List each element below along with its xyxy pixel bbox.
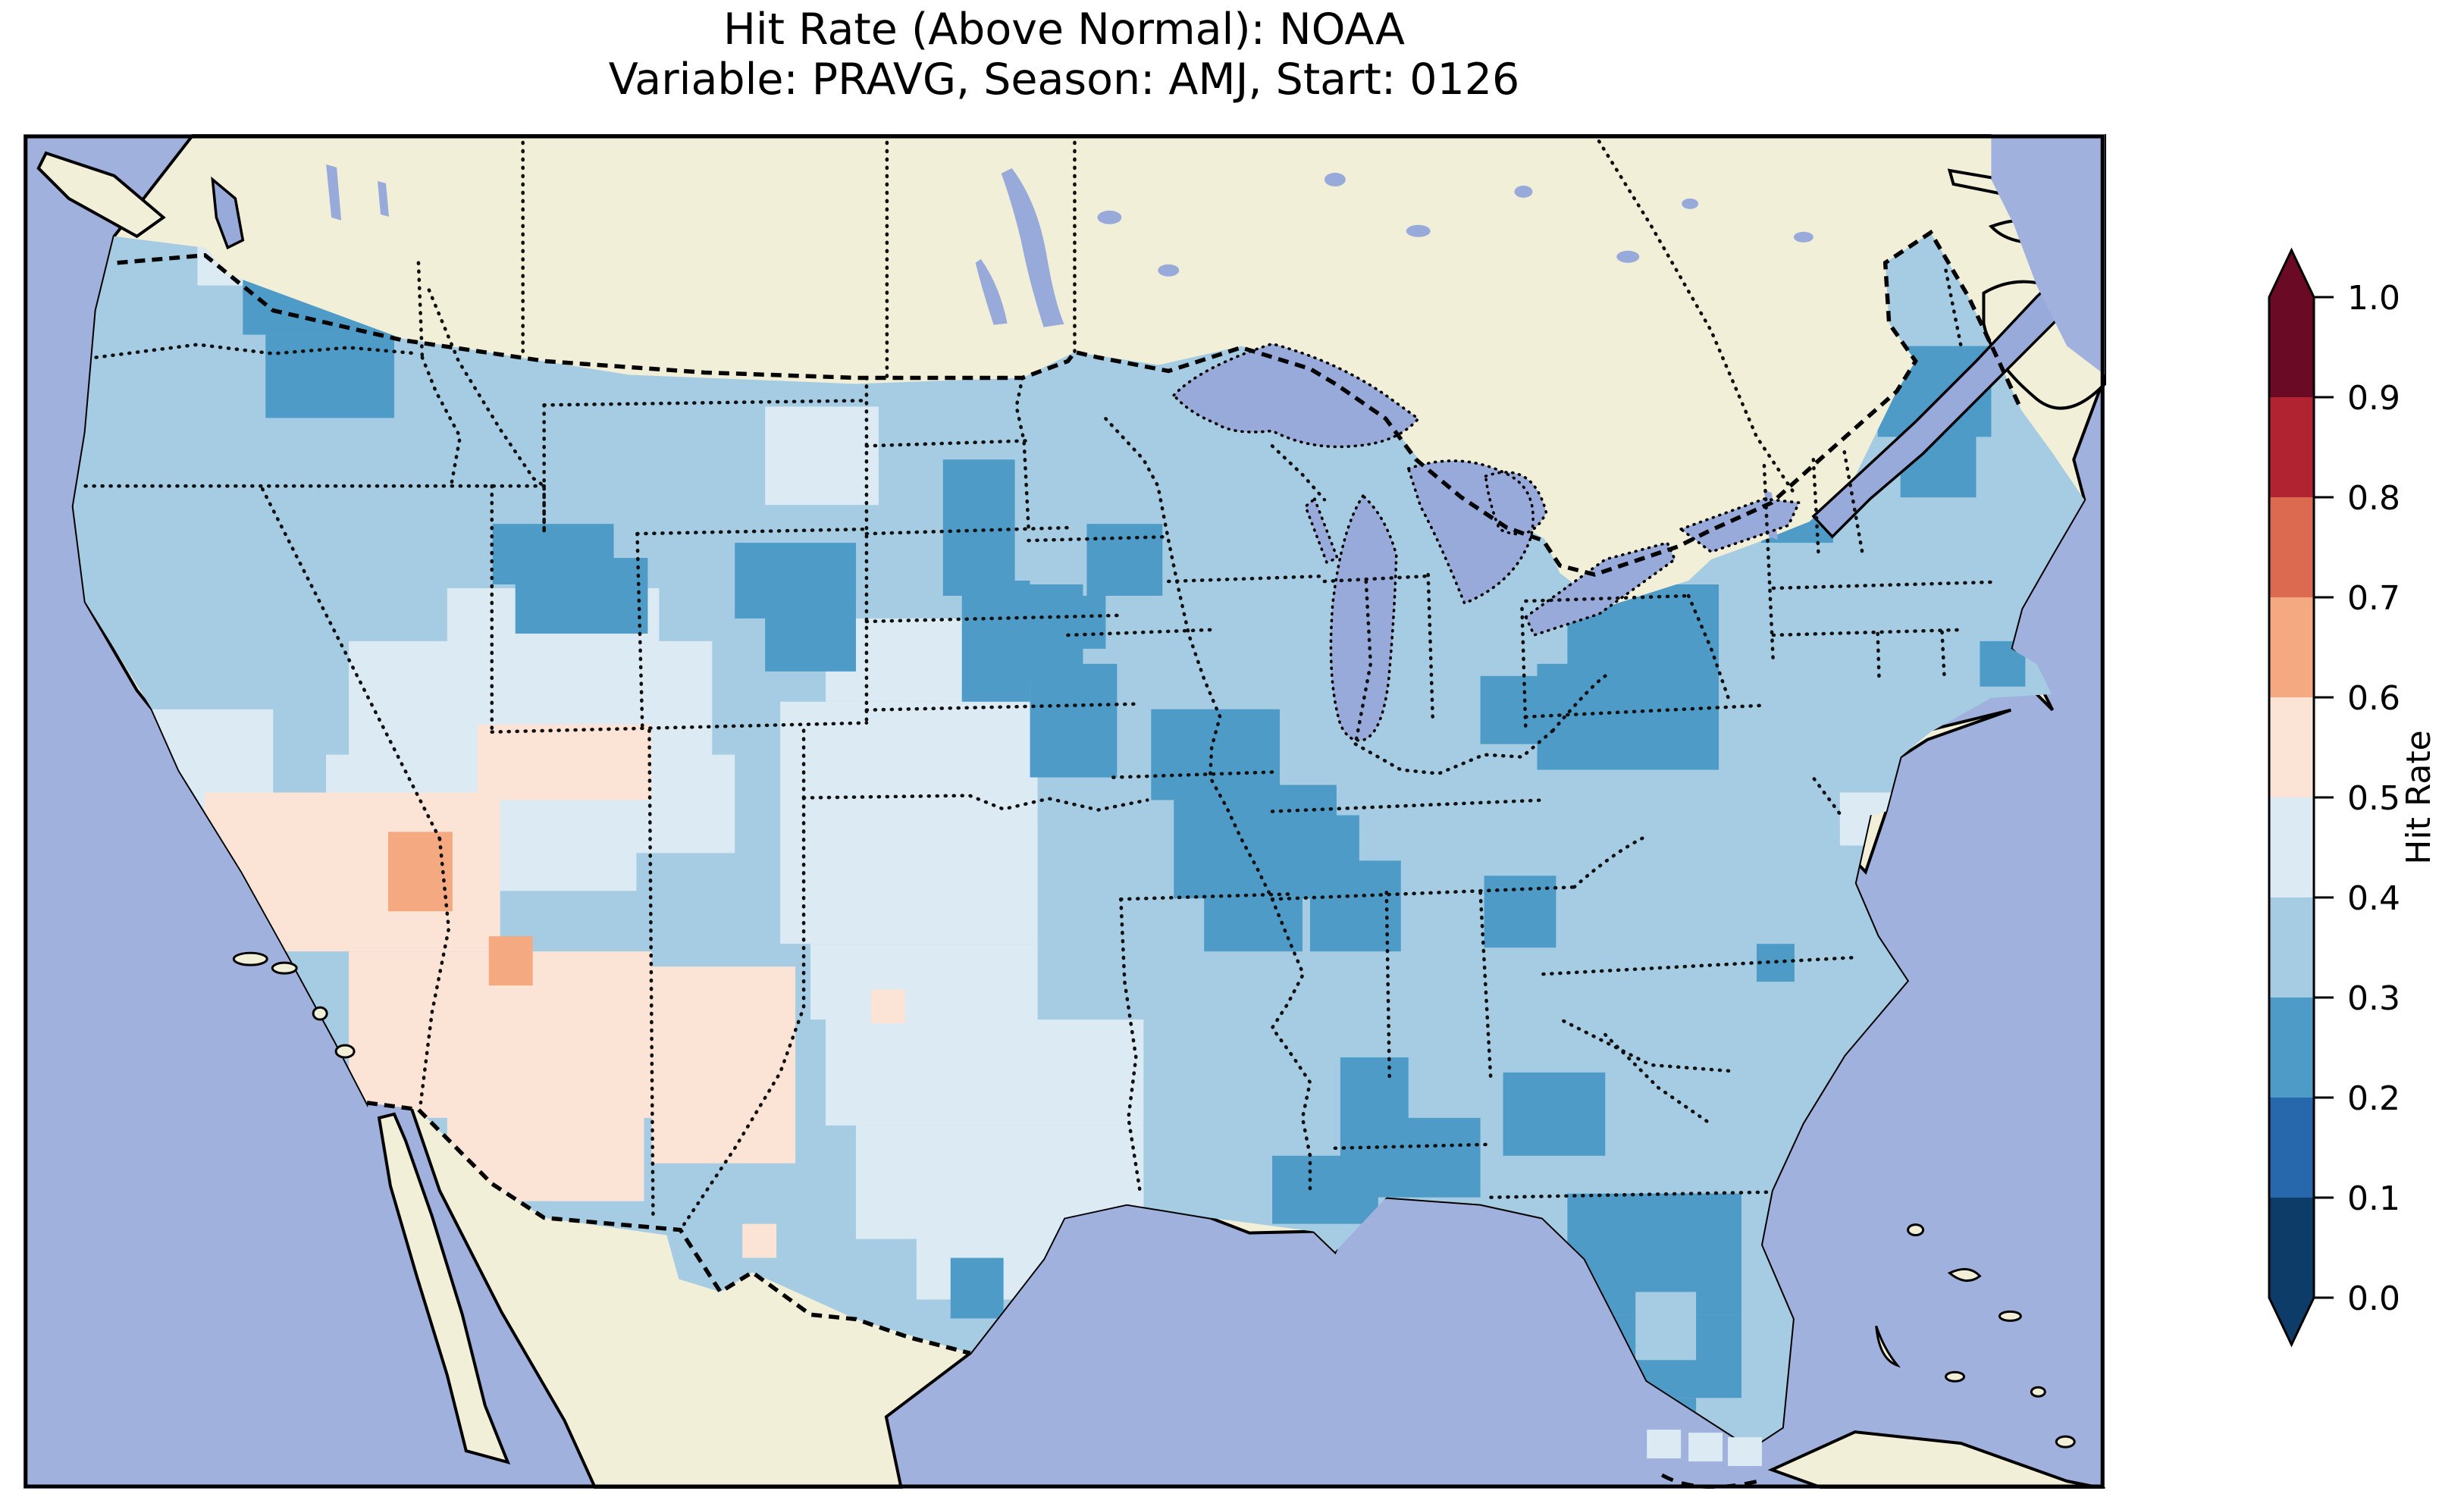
data-cell-0.2-0.3 [1204,891,1303,952]
data-cell-0.4-0.5 [780,815,1038,944]
colorbar-bin-0.2-0.3 [2269,998,2314,1098]
data-cell-0.3-0.4 [1635,1292,1697,1361]
colorbar-bin-0.0-0.1 [2269,1198,2314,1298]
data-cell-0.2-0.3 [1400,1117,1481,1198]
data-cell-0.2-0.3 [1484,875,1556,948]
colorbar-bin-0.8-0.9 [2269,397,2314,497]
colorbar-tick-label: 1.0 [2347,279,2400,318]
colorbar-tick-label: 0.5 [2347,779,2400,818]
data-cell-0.5-0.6 [651,966,796,1164]
colorbar-bin-0.3-0.4 [2269,897,2314,998]
data-cell-0.4-0.5 [1688,1433,1723,1462]
puget-sound [211,176,245,250]
data-cell-0.2-0.3 [1086,524,1163,596]
lake-erie [1524,540,1677,637]
lake-manitoba [975,258,1008,325]
data-cell-0.5-0.6 [870,989,905,1024]
data-cell-0.4-0.5 [765,406,879,506]
colorbar-tick-label: 0.0 [2347,1279,2400,1318]
data-cell-0.6-0.7 [488,936,533,986]
canadian-lakes [326,164,1814,540]
colorbar-tick-labels: 0.0 0.1 0.2 0.3 0.4 0.5 0.6 0.7 0.8 0.9 1.0 [2347,279,2400,1318]
colorbar-tick-label: 0.4 [2347,879,2400,918]
map-panel [22,134,2106,1489]
colorbar-label: Hit Rate [2400,730,2438,864]
title-line-2: Variable: PRAVG, Season: AMJ, Start: 012… [608,55,1520,105]
colorbar-bin-0.1-0.2 [2269,1098,2314,1198]
baja-california [377,1112,511,1465]
data-cell-0.2-0.3 [1060,595,1106,649]
data-cell-0.2-0.3 [1030,663,1118,778]
colorbar-ticks [2314,296,2334,1299]
data-cell-0.4-0.5 [826,1019,1144,1126]
data-cell-0.5-0.6 [477,724,652,800]
data-cell-0.5-0.6 [742,1223,777,1258]
colorbar-tick-label: 0.7 [2347,579,2400,618]
cuba [1767,1430,2105,1489]
colorbar-tick-label: 0.6 [2347,679,2400,718]
vancouver-island [36,151,166,239]
title-line-1: Hit Rate (Above Normal): NOAA [723,5,1406,55]
colorbar-bin-0.6-0.7 [2269,597,2314,697]
data-cell-0.2-0.3 [515,558,648,634]
channel-islands [232,951,356,1059]
data-cell-0.2-0.3 [265,334,394,418]
colorbar-over-arrow [2269,250,2314,297]
data-cell-0.2-0.3 [1309,860,1401,952]
colorbar-tick-label: 0.2 [2347,1079,2400,1118]
data-cell-0.4-0.5 [810,944,1038,1020]
lake-michigan [1303,493,1398,742]
colorbar-bin-0.9-1.0 [2269,297,2314,397]
data-cell-0.4-0.5 [1647,1430,1682,1459]
lake-ontario [1678,497,1801,554]
colorbar-tick-label: 0.1 [2347,1179,2400,1218]
colorbar-tick-label: 0.9 [2347,379,2400,418]
colorbar-tick-label: 0.3 [2347,979,2400,1018]
bahamas-islands [1875,1223,2076,1449]
data-cell-0.2-0.3 [942,459,1015,596]
figure-title: Hit Rate (Above Normal): NOAA Variable: … [22,5,2106,105]
data-cell-0.2-0.3 [950,1258,1004,1319]
map-frame [24,134,2105,1489]
data-cell-0.4-0.5 [780,701,1038,816]
us-canada-border [117,229,2024,577]
map-svg [23,134,2106,1489]
lake-winnipeg [1001,168,1064,327]
colorbar-panel: 0.0 0.1 0.2 0.3 0.4 0.5 0.6 0.7 0.8 0.9 1.0 Hit Ra… [2244,227,2464,1380]
colorbar-svg: 0.0 0.1 0.2 0.3 0.4 0.5 0.6 0.7 0.8 0.9 1.0 Hit Ra… [2268,247,2438,1348]
colorbar-bin-0.4-0.5 [2269,797,2314,897]
state-borders [83,134,1992,1232]
colorbar-tick-label: 0.8 [2347,479,2400,518]
colorbar-bin-0.5-0.6 [2269,697,2314,797]
great-lakes [1171,342,1801,742]
colorbar-under-arrow [2269,1298,2314,1345]
data-cell-0.2-0.3 [765,603,856,672]
gulf-of-st-lawrence [1991,134,2105,375]
data-cell-0.2-0.3 [1272,1155,1378,1224]
data-cell-0.4-0.5 [1728,1437,1762,1467]
data-cell-0.2-0.3 [1503,1072,1606,1156]
lake-superior [1171,342,1421,449]
colorbar-bin-0.7-0.8 [2269,497,2314,597]
lake-huron [1406,459,1548,606]
